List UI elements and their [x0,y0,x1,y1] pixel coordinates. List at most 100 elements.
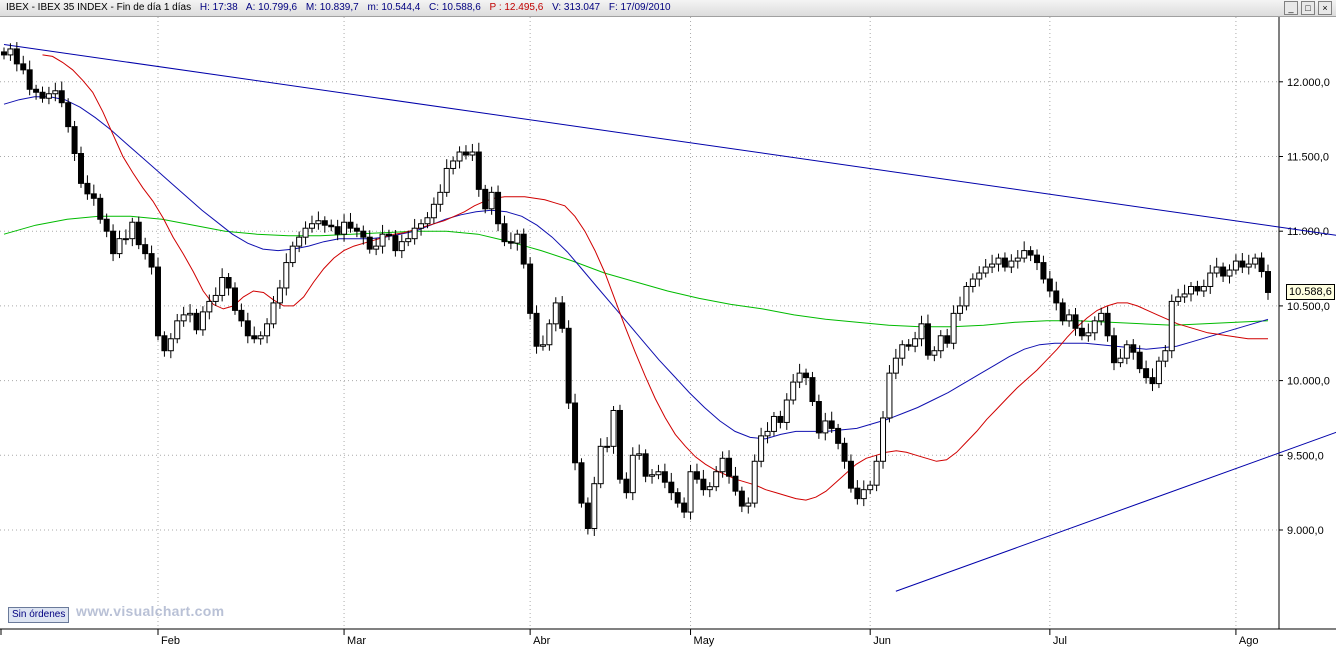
candle-body [815,401,822,434]
candle-body [1123,344,1130,359]
y-tick-label: 10.500,0 [1287,301,1330,313]
candle-body [629,454,636,494]
x-tick-label: Jul [1053,635,1067,647]
candle-body [559,302,566,329]
maximize-button[interactable]: □ [1301,1,1315,15]
candle-body [1046,278,1053,292]
candle-body [1232,260,1239,271]
candle-body [937,335,944,352]
candle-body [790,381,797,401]
candle-body [1175,296,1182,302]
candle-body [796,372,803,383]
candle-body [1181,293,1188,298]
candle-body [976,272,983,280]
candle-body [257,335,264,340]
y-tick-label: 11.000,0 [1287,226,1329,238]
last-price-label: 10.588,6 [1286,284,1335,300]
candle-body [1053,290,1060,304]
candle-body [924,323,931,356]
candle-body [1066,314,1073,322]
candle-body [437,191,444,205]
candle-body [283,262,290,289]
candle-body [405,238,412,243]
candle-body [847,460,854,489]
candle-body [1059,302,1066,322]
candle-body [597,445,604,485]
quote-date: F: 17/09/2010 [608,2,671,13]
candle-body [129,221,136,240]
candle-body [475,151,482,190]
candle-body [886,372,893,419]
candle-body [713,471,720,488]
candle-body [1085,332,1092,337]
candle-body [219,277,226,296]
quote-high: M: 10.839,7 [305,2,359,13]
candle-body [1162,350,1169,362]
candle-body [308,223,315,229]
x-tick-label: Mar [347,635,366,647]
candle-body [45,93,52,99]
trendline [3,43,1336,236]
candle-body [1258,257,1265,273]
candle-body [764,430,771,437]
candle-body [154,266,161,337]
candle-body [33,88,40,93]
candle-body [1021,250,1028,259]
candle-body [1034,254,1041,264]
candle-body [39,91,46,99]
candle-body [328,224,335,228]
candle-body [411,227,418,240]
candle-body [174,320,181,340]
candle-body [13,48,20,65]
candle-body [950,312,957,344]
candle-body [578,462,585,504]
candle-body [623,478,630,494]
quote-hour: H: 17:38 [199,2,238,13]
candle-body [231,287,238,311]
sma-long-line [3,215,1269,328]
candle-body [565,327,572,404]
candle-body [1149,377,1156,385]
candle-body [167,338,174,352]
candle-body [180,314,187,322]
x-tick-label: Feb [161,635,180,647]
candle-body [693,471,700,480]
candle-body [1226,269,1233,277]
candle-body [161,335,168,352]
candle-body [706,486,713,491]
close-button[interactable]: × [1318,1,1332,15]
candle-body [450,160,457,169]
candle-body [719,457,726,473]
candle-body [71,126,78,155]
minimize-button[interactable]: _ [1284,1,1298,15]
candle-body [770,415,777,432]
candle-body [783,399,790,423]
candle-body [835,427,842,444]
candle-body [642,453,649,477]
candle-body [341,221,348,235]
price-chart[interactable]: 9.000,0 9.500,0 10.000,0 10.500,0 11.000,0 11… [0,17,1336,647]
candle-body [604,445,611,448]
candle-body [854,487,861,500]
candle-body [636,453,643,456]
candle-body [963,285,970,307]
candle-body [527,263,534,314]
candle-body [539,344,546,347]
candle-body [1111,335,1118,364]
candle-body [969,278,976,287]
candle-body [488,191,495,210]
ema-short-line [42,54,1268,501]
orders-button[interactable]: Sin órdenes [8,607,70,623]
candle-body [777,415,784,423]
candle-body [52,90,59,95]
candle-body [1143,368,1150,379]
candle-body [270,302,277,325]
candle-body [867,484,874,491]
candle-body [482,188,489,210]
candle-body [873,460,880,486]
candle-body [1091,320,1098,334]
candle-body [501,223,508,243]
candle-body [1155,360,1162,385]
candle-body [758,435,765,462]
candle-body [584,502,591,530]
